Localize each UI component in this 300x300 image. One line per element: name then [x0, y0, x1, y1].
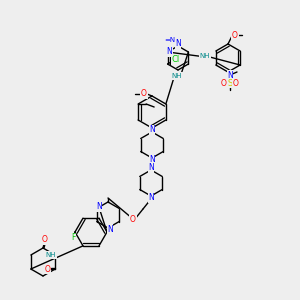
Text: N: N	[149, 125, 155, 134]
Text: O: O	[130, 214, 136, 224]
Text: N: N	[175, 40, 181, 49]
Text: N: N	[227, 70, 233, 80]
Text: N: N	[149, 127, 155, 136]
Text: N: N	[148, 164, 154, 172]
Text: O: O	[232, 31, 238, 40]
Text: O: O	[44, 265, 50, 274]
Text: NH: NH	[200, 52, 210, 59]
Text: N: N	[107, 224, 113, 233]
Text: N: N	[148, 194, 154, 202]
Text: N: N	[149, 155, 155, 164]
Text: F: F	[71, 233, 75, 242]
Text: O: O	[221, 79, 227, 88]
Text: =N: =N	[164, 37, 175, 43]
Text: O: O	[42, 236, 48, 244]
Text: O: O	[233, 79, 239, 88]
Text: S: S	[227, 79, 232, 88]
Text: NH: NH	[172, 73, 182, 79]
Text: N: N	[167, 47, 172, 56]
Text: N: N	[96, 202, 102, 211]
Text: O: O	[141, 89, 147, 98]
Text: Cl: Cl	[172, 56, 180, 64]
Text: NH: NH	[46, 252, 56, 258]
